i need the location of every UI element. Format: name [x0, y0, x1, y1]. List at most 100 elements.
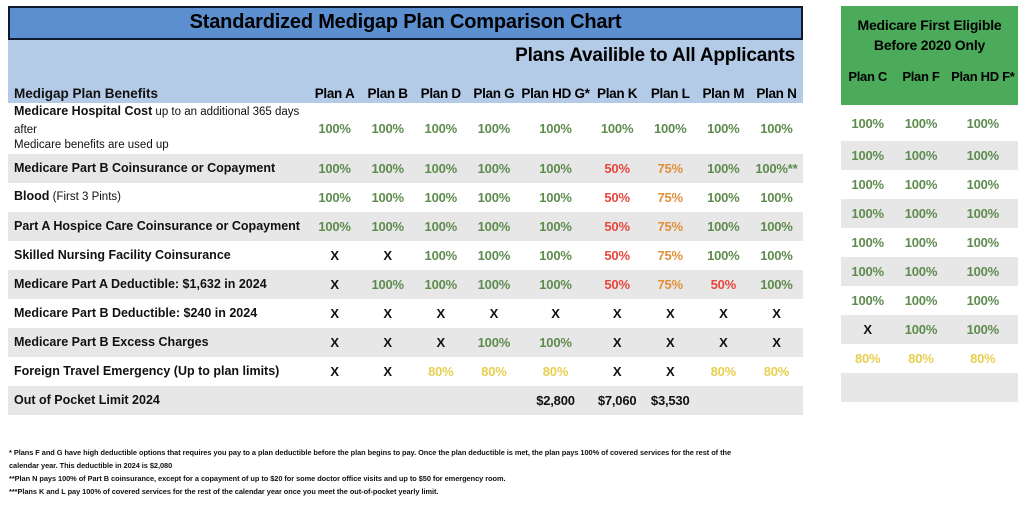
footnote-line: **Plan N pays 100% of Part B coinsurance… [9, 473, 506, 483]
cell-plan-c: 100% [851, 206, 884, 221]
table-row: Medicare Hospital Cost up to an addition… [8, 103, 803, 154]
table-row: Medicare Part A Deductible: $1,632 in 20… [8, 269, 803, 299]
cell-plan-d: 100% [424, 247, 458, 263]
benefit-label-primary: Skilled Nursing Facility Coinsurance [14, 247, 231, 262]
cell-plan-g: 100% [477, 247, 511, 263]
cell-plan-hd-f: 100% [966, 115, 1000, 131]
column-header-plan-k: Plan K [596, 86, 638, 101]
cell-plan-d: 100% [424, 218, 458, 234]
cell-plan-k: X [612, 363, 622, 379]
pre-2020-header: Medicare First Eligible Before 2020 Only… [841, 6, 1018, 105]
benefit-label: Blood (First 3 Pints) [8, 188, 308, 206]
cell-plan-n: 100% [760, 276, 793, 292]
cell-plan-a: X [330, 276, 339, 292]
benefit-label-line2: Medicare benefits are used up [14, 139, 169, 152]
column-header-plan-l: Plan L [650, 86, 690, 101]
cell-plan-d: 100% [424, 276, 458, 292]
column-header-plan-b: Plan B [367, 86, 409, 101]
cell-plan-hd-g: 100% [539, 247, 572, 263]
pre-2020-column-header-row: Plan C Plan F Plan HD F* [841, 69, 1018, 84]
cell-plan-hd-f: 100% [966, 235, 1000, 250]
cell-plan-n: 100% [760, 120, 793, 136]
table-row: Skilled Nursing Facility Coinsurance X X 10… [8, 240, 803, 270]
cell-plan-f: 100% [904, 235, 938, 250]
cell-plan-a: 100% [318, 120, 351, 136]
table-row: 100% 100% 100% [841, 141, 1018, 170]
table-row: Out of Pocket Limit 2024 $2,800 $7,060 $3,5… [8, 385, 803, 415]
footnote-line: calendar year. This deductible in 2024 i… [9, 460, 173, 470]
cell-plan-hd-f: 100% [966, 177, 1000, 192]
cell-plan-f: 100% [904, 206, 938, 221]
benefit-label-primary: Medicare Part B Excess Charges [14, 334, 209, 349]
cell-plan-m: X [719, 305, 728, 321]
column-header-plan-m: Plan M [702, 86, 745, 101]
cell-plan-k: 100% [600, 120, 634, 136]
cell-plan-b: X [383, 305, 392, 321]
cell-plan-c: 100% [851, 264, 884, 279]
standard-plans-panel: Standardized Medigap Plan Comparison Cha… [8, 6, 803, 415]
cell-plan-b: 100% [371, 120, 404, 136]
cell-plan-hd-f: 80% [970, 351, 996, 366]
cell-plan-hd-g: $2,800 [536, 392, 575, 408]
table-row: Part A Hospice Care Coinsurance or Copay… [8, 211, 803, 241]
table-row: 100% 100% 100% [841, 105, 1018, 141]
cell-plan-g: 100% [477, 120, 511, 136]
benefit-label-primary: Part A Hospice Care Coinsurance or Copay… [14, 218, 300, 233]
cell-plan-f: 80% [908, 351, 934, 366]
cell-plan-m: X [719, 334, 728, 350]
cell-plan-n: 100%** [755, 160, 798, 176]
benefit-label: Skilled Nursing Facility Coinsurance [8, 247, 308, 264]
benefit-label: Foreign Travel Emergency (Up to plan lim… [8, 363, 308, 380]
footnote-line: ***Plans K and L pay 100% of covered ser… [9, 486, 439, 496]
benefit-rows: Medicare Hospital Cost up to an addition… [8, 103, 803, 415]
cell-plan-n: X [772, 334, 781, 350]
cell-plan-k: 50% [604, 189, 630, 205]
pre-2020-title-line2: Before 2020 Only [873, 37, 986, 54]
cell-plan-a: X [330, 363, 339, 379]
cell-plan-c: 80% [854, 351, 881, 366]
cell-plan-m: 100% [707, 247, 740, 263]
cell-plan-c: 100% [851, 177, 884, 192]
cell-plan-g: 100% [477, 276, 511, 292]
benefit-label-primary: Medicare Part B Deductible: $240 in 2024 [14, 305, 258, 320]
table-row: Medicare Part B Excess Charges X X X 100% 100… [8, 327, 803, 357]
cell-plan-b: X [383, 247, 392, 263]
cell-plan-d: 100% [424, 120, 458, 136]
cell-plan-m: 100% [707, 120, 740, 136]
cell-plan-b: X [383, 363, 392, 379]
pre-2020-plans-panel: Medicare First Eligible Before 2020 Only… [841, 6, 1018, 402]
cell-plan-m: 50% [710, 276, 737, 292]
cell-plan-m: 80% [710, 363, 737, 379]
cell-plan-n: X [772, 305, 781, 321]
cell-plan-c: 100% [851, 115, 884, 131]
cell-plan-f: 100% [904, 177, 938, 192]
benefit-label: Medicare Part A Deductible: $1,632 in 20… [8, 276, 308, 293]
footnote-line: * Plans F and G have high deductible opt… [9, 448, 732, 457]
table-row: 100% 100% 100% [841, 170, 1018, 199]
cell-plan-b: 100% [371, 160, 404, 176]
cell-plan-hd-g: 100% [539, 160, 572, 176]
cell-plan-l: 75% [657, 160, 684, 176]
cell-plan-d: X [436, 305, 446, 321]
cell-plan-a: X [330, 247, 339, 263]
cell-plan-k: 50% [604, 276, 630, 292]
cell-plan-b: 100% [371, 189, 404, 205]
cell-plan-g: 100% [477, 160, 511, 176]
cell-plan-a: 100% [318, 189, 351, 205]
column-header-row: Medigap Plan Benefits Plan A Plan B Plan… [8, 71, 803, 103]
table-row [841, 373, 1018, 402]
sub-header-band: Plans Availible to All Applicants Mediga… [8, 40, 803, 103]
table-row: Medicare Part B Coinsurance or Copayment… [8, 153, 803, 183]
cell-plan-hd-g: 100% [539, 120, 572, 136]
benefit-label-primary: Foreign Travel Emergency (Up to plan lim… [14, 363, 280, 378]
cell-plan-k: 50% [604, 218, 630, 234]
cell-plan-n: 80% [763, 363, 790, 379]
cell-plan-n: 100% [760, 189, 793, 205]
benefit-label: Medicare Part B Excess Charges [8, 334, 308, 351]
table-row: Foreign Travel Emergency (Up to plan lim… [8, 356, 803, 386]
cell-plan-d: 80% [428, 363, 454, 379]
column-header-plan-d: Plan D [420, 86, 462, 101]
pre-2020-benefit-rows: 100% 100% 100% 100% 100% 100% 100% 100% 100% 100%… [841, 105, 1018, 402]
cell-plan-m: 100% [707, 160, 740, 176]
cell-plan-f: 100% [904, 293, 938, 308]
